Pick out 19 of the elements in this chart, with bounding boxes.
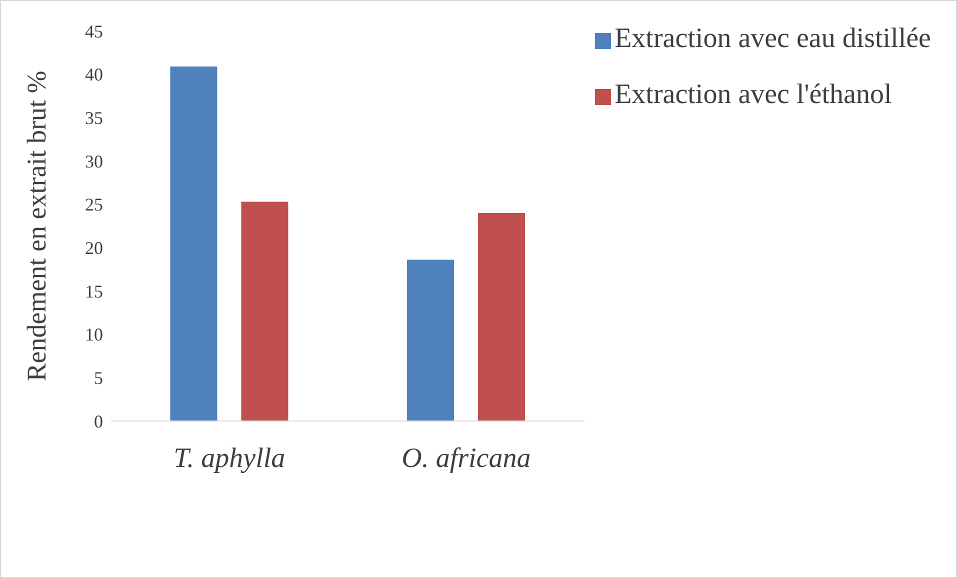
y-tick-label: 40 (85, 64, 103, 85)
y-tick-label: 20 (85, 238, 103, 258)
bar (406, 260, 454, 421)
legend-label: Extraction avec l'éthanol (614, 79, 892, 110)
bar (478, 213, 525, 421)
legend-label: Extraction avec eau distillée (614, 23, 931, 54)
y-tick-label: 25 (85, 194, 103, 215)
y-tick-label: 0 (94, 411, 103, 432)
y-tick-label: 15 (85, 281, 103, 302)
y-tick-label: 5 (94, 368, 103, 388)
y-tick-label: 35 (85, 108, 103, 128)
y-tick-label: 45 (85, 21, 103, 42)
bar (241, 202, 288, 421)
bar (170, 66, 218, 421)
y-tick-label: 10 (85, 324, 103, 345)
x-tick-label: O. africana (402, 442, 531, 474)
x-tick-label: T. aphylla (174, 442, 286, 474)
y-tick-label: 30 (85, 151, 103, 172)
y-axis-title: Rendement en extrait brut % (22, 70, 52, 382)
